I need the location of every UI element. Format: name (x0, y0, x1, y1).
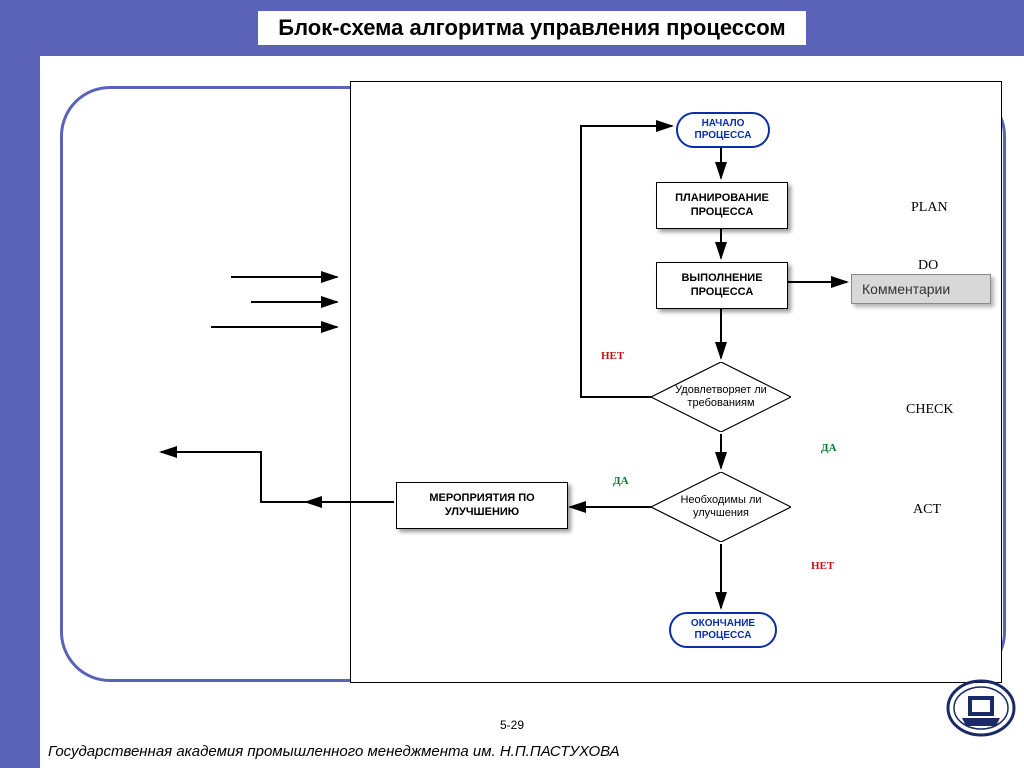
node-comment: Комментарии (851, 274, 991, 304)
node-end-label: ОКОНЧАНИЕПРОЦЕССА (691, 618, 755, 641)
node-end: ОКОНЧАНИЕПРОЦЕССА (669, 612, 777, 648)
flowchart-box: НАЧАЛОПРОЦЕССА ПЛАНИРОВАНИЕПРОЦЕССА ВЫПО… (350, 81, 1002, 683)
phase-check: CHECK (906, 402, 953, 418)
phase-do: DO (918, 258, 938, 274)
node-planning-label: ПЛАНИРОВАНИЕПРОЦЕССА (675, 192, 769, 218)
page-title: Блок-схема алгоритма управления процессо… (258, 11, 805, 45)
institution-logo-icon (946, 678, 1016, 738)
node-start-label: НАЧАЛОПРОЦЕССА (695, 118, 752, 141)
node-exec-label: ВЫПОЛНЕНИЕПРОЦЕССА (681, 272, 762, 298)
node-start: НАЧАЛОПРОЦЕССА (676, 112, 770, 148)
node-improve-question: Необходимы ли улучшения (651, 472, 791, 542)
node-improve-q-label: Необходимы ли улучшения (651, 472, 791, 542)
node-improve: МЕРОПРИЯТИЯ ПО УЛУЧШЕНИЮ (396, 482, 568, 529)
label-improve-yes: ДА (613, 475, 629, 487)
diagram-canvas: НАЧАЛОПРОЦЕССА ПЛАНИРОВАНИЕПРОЦЕССА ВЫПО… (40, 56, 1024, 736)
slide: Блок-схема алгоритма управления процессо… (0, 0, 1024, 768)
node-exec: ВЫПОЛНЕНИЕПРОЦЕССА (656, 262, 788, 309)
footer-text: Государственная академия промышленного м… (48, 743, 1014, 760)
edges-layer (201, 82, 1001, 692)
label-check-yes: ДА (821, 442, 837, 454)
title-bar: Блок-схема алгоритма управления процессо… (40, 0, 1024, 56)
phase-act: ACT (913, 502, 941, 518)
node-planning: ПЛАНИРОВАНИЕПРОЦЕССА (656, 182, 788, 229)
left-accent-strip (0, 0, 40, 768)
node-check: Удовлетворяет ли требованиям (651, 362, 791, 432)
node-improve-label: МЕРОПРИЯТИЯ ПО УЛУЧШЕНИЮ (429, 492, 534, 518)
label-improve-no: НЕТ (811, 560, 834, 572)
phase-plan: PLAN (911, 200, 948, 216)
label-check-no: НЕТ (601, 350, 624, 362)
node-comment-label: Комментарии (862, 281, 950, 297)
node-check-label: Удовлетворяет ли требованиям (651, 362, 791, 432)
page-number: 5-29 (0, 718, 1024, 732)
